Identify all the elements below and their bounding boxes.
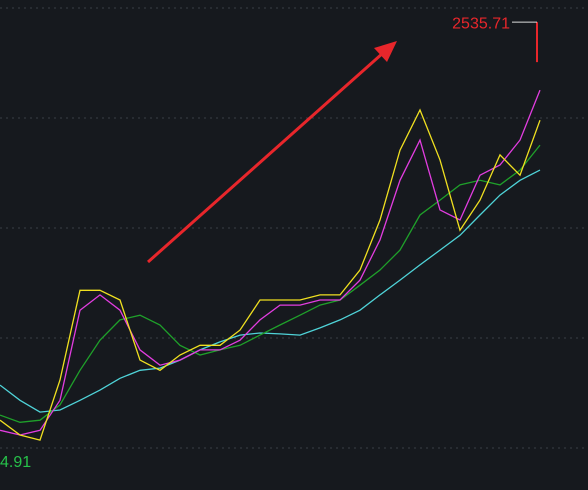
min-label: 4.91 [0, 454, 31, 471]
ma-line [0, 144, 541, 423]
arrow-line [147, 51, 384, 264]
trend-arrow [147, 41, 397, 264]
ma-line [0, 108, 541, 441]
grid [0, 7, 588, 449]
arrow-head [374, 41, 397, 62]
ma-line [0, 169, 541, 413]
high-label: 2535.71 [452, 15, 510, 32]
ma-line [0, 89, 541, 436]
